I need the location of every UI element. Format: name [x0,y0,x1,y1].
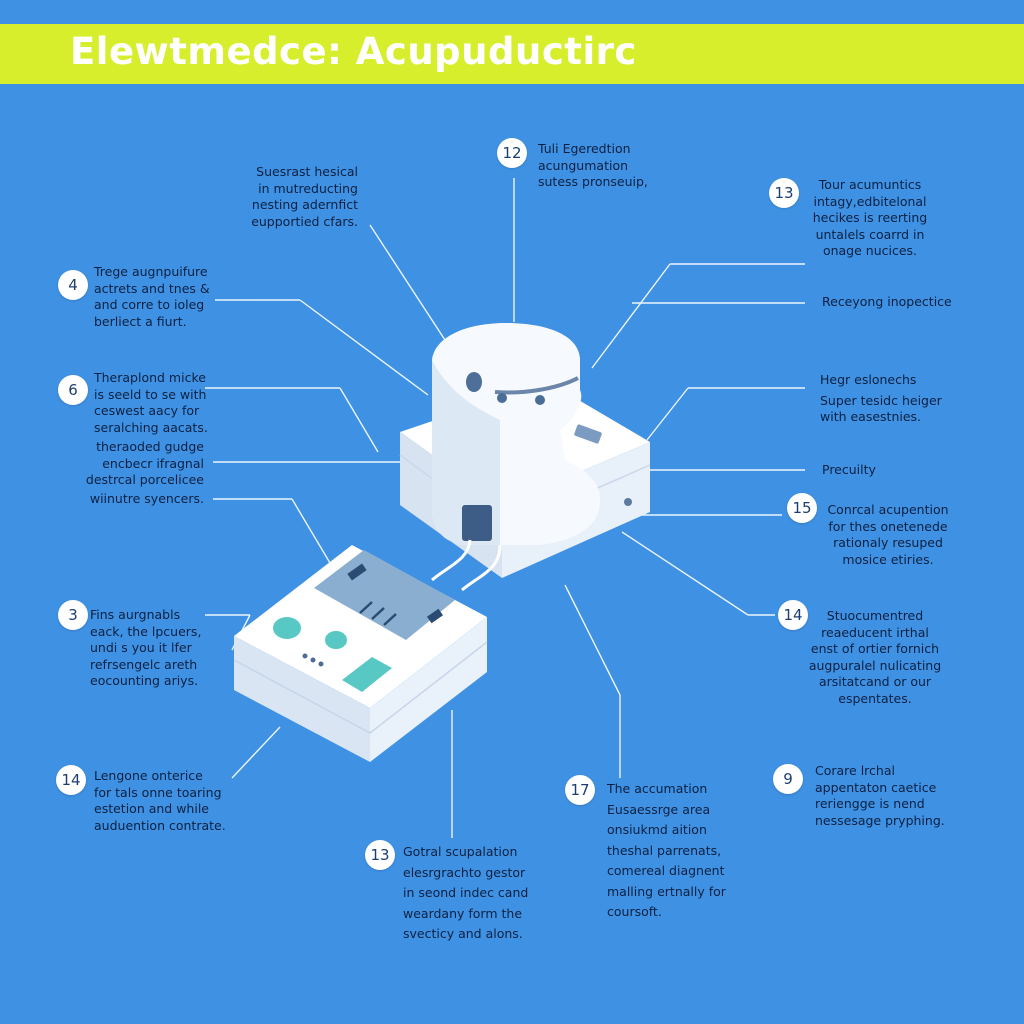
annotation-line: Tuli Egeredtion [538,141,631,156]
callout-badge-14-left: 14 [56,765,86,795]
annotation-line: in mutreducting [258,180,358,196]
annotation-line: estetion and while [94,801,209,816]
control-unit [233,545,488,762]
annotation-line: Eusaessrge area [607,801,711,817]
annotation-line: Receyong inopectice [822,294,952,309]
annotation-line: encbecr ifragnal [102,455,204,471]
callout-badge-14-right: 14 [778,600,808,630]
annotation-line: Suesrast hesical [256,164,358,179]
annotation-top-left: Suesrast hesical in mutreducting nesting… [240,164,358,230]
annotation-line: arsitatcand or our [818,674,932,689]
annotation-line: Theraplond micke [94,370,206,385]
annotation-6: Theraplond micke is seeld to se with ces… [94,370,208,436]
annotation-line: nesting adernfict [251,197,358,212]
callout-badge-12: 12 [497,138,527,168]
annotation-line: seralching aacats. [94,419,208,435]
annotation-9: Corare lrchal appentaton caetice rerieng… [815,763,945,829]
annotation-line: eocounting ariys. [90,673,199,688]
callout-badge-3: 3 [58,600,88,630]
annotation-line: berliect a fiurt. [94,313,187,329]
annotation-line: auduention contrate. [94,817,226,833]
annotation-line: reriengge is nend [815,796,925,811]
annotation-line: in seond indec cand [403,885,529,900]
annotation-line: weardany form the [403,905,523,921]
annotation-line: appentaton caetice [815,779,937,795]
annotation-right-label-3: Precuilty [822,462,876,479]
annotation-line: Trege augnpuifure [94,264,208,279]
annotation-line: onage nucices. [822,243,918,258]
annotation-right-label-1: Receyong inopectice [822,294,952,311]
annotation-line: sutess pronseuip, [538,174,648,189]
annotation-line: elesrgrachto gestor [403,864,526,880]
annotation-line: with easestnies. [820,409,922,424]
annotation-line: Conrcal acupention [827,502,949,517]
callout-badge-13: 13 [769,178,799,208]
annotation-line: intagy,edbitelonal [813,193,927,209]
annotation-line: acungumation [538,157,629,173]
annotation-line: eack, the lpcuers, [90,623,202,639]
callout-badge-17: 17 [565,775,595,805]
annotation-left-mid: theraoded gudge encbecr ifragnal destrca… [60,439,204,489]
annotation-line: untalels coarrd in [815,226,925,242]
annotation-15: Conrcal acupention for thes onetenede ra… [818,502,958,568]
annotation-line: Fins aurgnabls [90,607,181,622]
annotation-line: onsiukmd aition [607,822,707,837]
annotation-line: espentates. [838,690,912,706]
annotation-top-center: Tuli Egeredtion acungumation sutess pron… [538,141,648,191]
annotation-line: for tals onne toaring [94,784,222,800]
annotation-line: theshal parrenats, [607,842,722,858]
annotation-line: reaeducent irthal [821,624,929,640]
annotation-17: The accumation Eusaessrge area onsiukmd … [607,779,726,923]
annotation-line: for thes onetenede [828,518,948,534]
annotation-line: actrets and tnes & [94,280,210,296]
callout-badge-15: 15 [787,493,817,523]
annotation-line: The accumation [607,781,708,796]
annotation-right-label-2: Hegr eslonechs Super tesidc heiger with … [820,372,942,426]
annotation-line: svecticy and alons. [403,926,523,941]
annotation-line: Corare lrchal [815,763,895,778]
callout-badge-6: 6 [58,375,88,405]
connector-lines [205,178,805,838]
callout-badge-9: 9 [773,764,803,794]
annotation-line: eupportied cfars. [251,213,358,229]
annotation-line: destrcal porcelicee [85,472,204,487]
annotation-line: ceswest aacy for [94,403,200,418]
annotation-line: and corre to ioleg [94,297,205,312]
annotation-line: Gotral scupalation [403,844,518,859]
annotation-14-left: Lengone onterice for tals onne toaring e… [94,768,226,834]
annotation-line: refrsengelc areth [90,656,198,672]
annotation-line: Tour acumuntics [818,177,922,192]
annotation-line: mosice etiries. [842,551,934,567]
title-banner: Elewtmedce: Acupuductirc [0,24,1024,84]
annotation-line: comereal diagnent [607,863,725,878]
annotation-line: Stuocumentred [826,608,924,623]
callout-badge-13-bottom: 13 [365,840,395,870]
annotation-line: is seeld to se with [94,386,207,402]
page-title: Elewtmedce: Acupuductirc [70,30,637,73]
annotation-line: Precuilty [822,462,876,477]
callout-badge-4: 4 [58,270,88,300]
annotation-line: augpuralel nulicating [808,657,942,673]
annotation-line: malling ertnally for [607,883,726,899]
annotation-line: rationaly resuped [833,535,943,550]
annotation-13-bottom: Gotral scupalation elesrgrachto gestor i… [403,842,528,945]
annotation-line: Super tesidc heiger [820,392,942,408]
annotation-line: undi s you it lfer [90,640,192,655]
annotation-line: Lengone onterice [94,768,203,783]
annotation-3: Fins aurgnabls eack, the lpcuers, undi s… [90,607,201,690]
annotation-4: Trege augnpuifure actrets and tnes & and… [94,264,210,330]
annotation-top-right: Tour acumuntics intagy,edbitelonal hecik… [805,177,935,260]
annotation-line: theraoded gudge [96,439,204,454]
annotation-line: coursoft. [607,904,662,919]
annotation-line: nessesage pryphing. [815,812,945,828]
annotation-line: Hegr eslonechs [820,372,917,387]
head-unit [432,322,600,545]
annotation-left-single: wiinutre syencers. [60,491,204,508]
annotation-line: hecikes is reerting [812,210,928,225]
cables [431,539,502,592]
annotation-line: wiinutre syencers. [89,491,204,506]
annotation-14-right: Stuocumentred reaeducent irthal enst of … [800,608,950,707]
annotation-line: enst of ortier fornich [810,641,940,656]
